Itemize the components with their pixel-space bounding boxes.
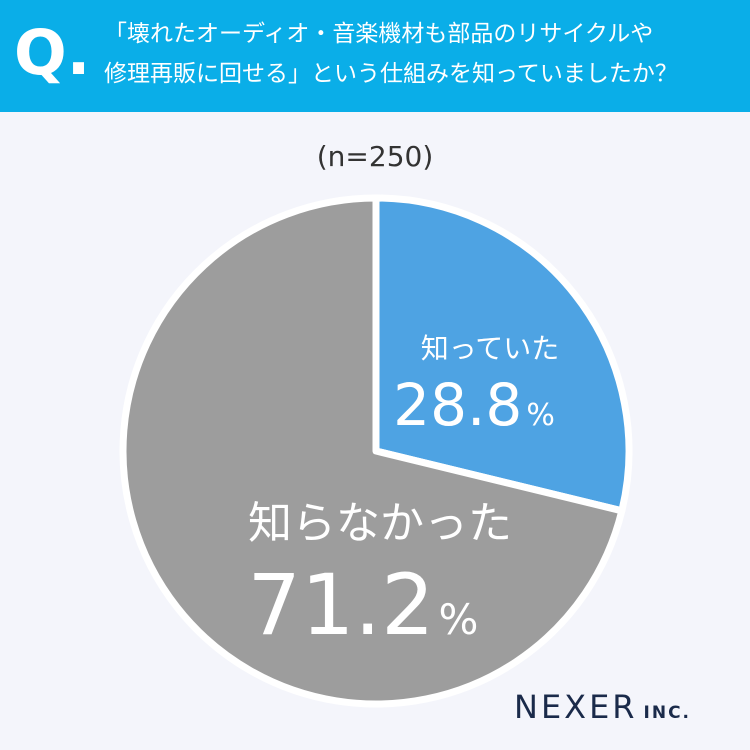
slice-not-knew (119, 194, 626, 708)
slice-value-not-knew: 71.2% (248, 556, 479, 654)
brand-logo: NEXER INC. (514, 688, 691, 726)
slice-value-knew: 28.8% (393, 371, 555, 439)
brand-suffix: INC. (643, 703, 692, 723)
slice-label-not-knew: 知らなかった (248, 498, 512, 549)
q-mark: Q. (14, 16, 91, 89)
question-text: 「壊れたオーディオ・音楽機材も部品のリサイクルや 修理再販に回せる」という仕組み… (104, 14, 734, 94)
slice-knew (372, 194, 633, 515)
question-line-2: 修理再販に回せる」という仕組みを知っていましたか？ (104, 61, 678, 87)
question-header: Q. 「壊れたオーディオ・音楽機材も部品のリサイクルや 修理再販に回せる」という… (0, 0, 750, 112)
question-line-1: 「壊れたオーディオ・音楽機材も部品のリサイクルや (104, 21, 654, 47)
slice-label-knew: 知っていた (421, 332, 560, 365)
brand-name: NEXER (514, 688, 638, 726)
sample-size: (n=250) (316, 140, 434, 173)
